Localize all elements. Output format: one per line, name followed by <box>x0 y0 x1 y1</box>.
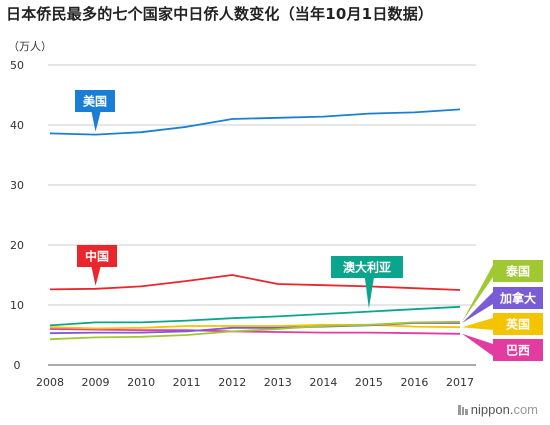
series-label-box <box>75 90 115 112</box>
y-axis-unit: （万人） <box>8 40 52 53</box>
series-label-pointer <box>462 318 493 330</box>
y-tick-label: 0 <box>14 359 21 372</box>
series-label-pointer <box>91 112 101 132</box>
nippon-logo-icon <box>457 405 468 415</box>
x-tick-label: 2015 <box>355 376 383 389</box>
series-line <box>49 305 461 327</box>
series-label-pointer <box>91 267 101 286</box>
series-label-text: 英国 <box>506 317 530 332</box>
series-label-text: 中国 <box>85 249 109 264</box>
series-label: 英国 <box>462 313 543 335</box>
x-tick-label: 2014 <box>309 376 337 389</box>
chart-title: 日本侨民最多的七个国家中日侨人数变化（当年10月1日数据） <box>6 5 434 23</box>
series-label: 美国 <box>75 90 115 132</box>
series-label-text: 澳大利亚 <box>343 260 391 275</box>
series-label-text: 泰国 <box>505 264 530 279</box>
series-label-box <box>77 245 117 267</box>
brand-dot: . <box>509 402 514 417</box>
series-label-text: 加拿大 <box>499 291 536 306</box>
series-label-box <box>493 339 543 361</box>
series-line <box>49 274 461 291</box>
series-label-box <box>493 287 543 309</box>
series-line <box>49 320 461 341</box>
series-label-text: 美国 <box>83 94 107 109</box>
series-label: 中国 <box>77 245 117 286</box>
x-tick-label: 2009 <box>82 376 110 389</box>
series-label: 加拿大 <box>462 287 543 323</box>
x-tick-label: 2012 <box>218 376 246 389</box>
x-tick-label: 2011 <box>173 376 201 389</box>
y-tick-labels: 0 10 20 30 40 50 <box>10 59 24 372</box>
series-label-pointer <box>364 278 374 309</box>
series-line <box>49 328 461 335</box>
series-lines <box>49 108 461 341</box>
series-label-pointer <box>462 333 493 356</box>
x-tick-label: 2008 <box>36 376 64 389</box>
x-tick-label: 2013 <box>264 376 292 389</box>
y-tick-label: 20 <box>10 239 24 252</box>
nippon-logo: nippon.com <box>457 402 538 417</box>
series-label: 巴西 <box>462 333 543 361</box>
brand-suffix: com <box>513 402 538 417</box>
gridlines <box>48 64 476 366</box>
x-tick-label: 2016 <box>400 376 428 389</box>
y-tick-label: 30 <box>10 179 24 192</box>
series-label-pointer <box>462 265 493 322</box>
series-label-box <box>493 260 543 282</box>
x-tick-label: 2017 <box>446 376 474 389</box>
brand-main: nippon <box>470 402 510 417</box>
series-label-text: 巴西 <box>506 344 530 358</box>
y-tick-label: 50 <box>10 59 24 72</box>
x-tick-labels: 2008 2009 2010 2011 2012 2013 2014 2015 2016 2017 <box>36 376 474 389</box>
x-tick-label: 2010 <box>127 376 155 389</box>
series-label-pointer <box>462 292 493 323</box>
y-tick-label: 10 <box>10 299 24 312</box>
series-label: 泰国 <box>462 260 543 322</box>
series-label: 澳大利亚 <box>331 256 403 309</box>
series-label-box <box>493 313 543 335</box>
y-tick-label: 40 <box>10 119 24 132</box>
series-line <box>49 323 461 330</box>
series-line <box>49 108 461 136</box>
series-label-box <box>331 256 403 278</box>
